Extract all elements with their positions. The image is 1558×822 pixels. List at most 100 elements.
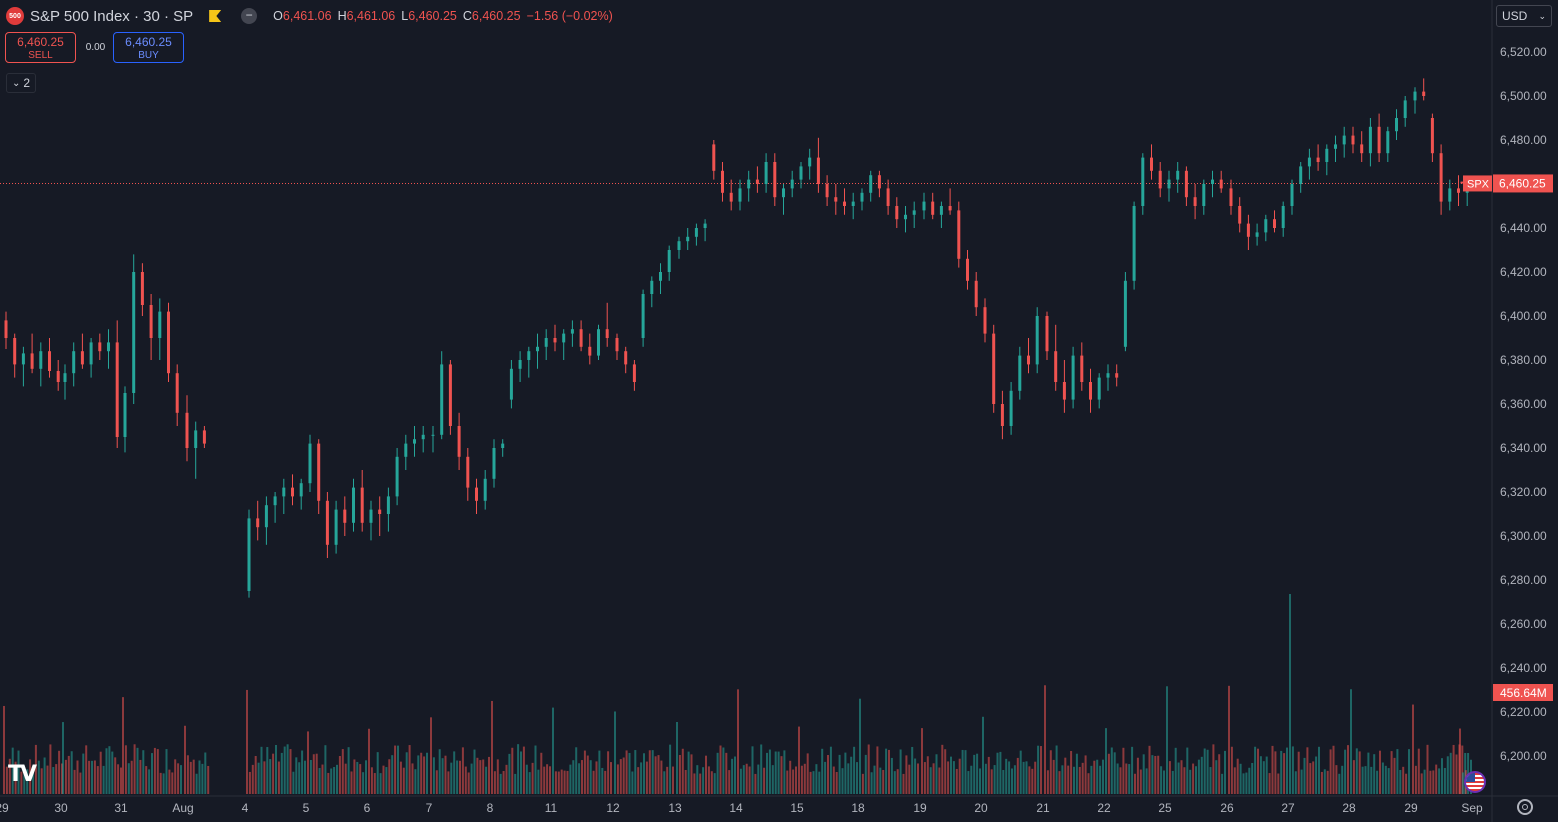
collapse-minus-icon[interactable]: − xyxy=(241,8,258,24)
volume-bar xyxy=(1197,759,1200,794)
candle-body xyxy=(308,443,312,484)
volume-bar xyxy=(921,728,923,794)
volume-bar xyxy=(502,771,505,794)
candle-body xyxy=(729,192,733,202)
candle-body xyxy=(317,443,321,501)
volume-bar xyxy=(757,764,760,794)
settings-gear-icon[interactable] xyxy=(1517,799,1533,815)
volume-bar xyxy=(1224,750,1226,794)
sell-button[interactable]: 6,460.25 SELL xyxy=(5,32,76,63)
time-tick-label: 13 xyxy=(668,801,682,815)
volume-bar xyxy=(1119,767,1122,794)
candle-body xyxy=(1264,219,1268,233)
volume-bar xyxy=(1402,766,1405,794)
candle-body xyxy=(386,496,390,514)
time-tick-label: 7 xyxy=(426,801,433,815)
tradingview-logo-icon[interactable]: TV xyxy=(8,762,37,787)
volume-bar xyxy=(432,757,435,794)
volume-bar xyxy=(162,773,165,794)
volume-bar xyxy=(467,772,470,794)
volume-bar xyxy=(266,747,269,794)
candle-body xyxy=(30,353,34,369)
volume-bar xyxy=(999,751,1002,794)
volume-bar xyxy=(327,772,330,794)
volume-bar xyxy=(604,770,607,794)
candle-body xyxy=(1106,373,1110,378)
volume-bar xyxy=(174,759,177,794)
volume-bar xyxy=(1459,728,1461,794)
candle-body xyxy=(1132,206,1136,281)
volume-bar xyxy=(130,760,133,794)
volume-bar xyxy=(315,753,318,794)
volume-bar xyxy=(783,750,786,794)
volume-bar xyxy=(307,731,309,794)
volume-bar xyxy=(572,760,575,794)
volume-bar xyxy=(1245,772,1248,794)
volume-bar xyxy=(763,767,766,794)
volume-bar xyxy=(1022,761,1025,794)
volume-bar xyxy=(473,749,476,794)
time-tick-label: 26 xyxy=(1220,801,1234,815)
volume-bar xyxy=(864,754,867,794)
candle-body xyxy=(527,351,531,360)
indicators-toggle-button[interactable]: ⌄ 2 xyxy=(6,73,36,93)
volume-bar xyxy=(725,752,728,794)
volume-bar xyxy=(950,756,952,794)
candle-body xyxy=(1395,118,1398,132)
volume-bar xyxy=(1315,756,1318,794)
volume-bar xyxy=(1426,744,1429,794)
volume-bar xyxy=(1110,747,1113,794)
volume-bar xyxy=(1028,766,1031,794)
volume-bar xyxy=(58,750,61,794)
price-tick-label: 6,400.00 xyxy=(1500,309,1547,323)
volume-bar xyxy=(420,752,423,794)
volume-bar xyxy=(1122,747,1125,794)
candle-body xyxy=(4,320,8,338)
volume-bar xyxy=(148,769,151,794)
time-tick-label: 5 xyxy=(303,801,310,815)
price-tick-label: 6,260.00 xyxy=(1500,617,1547,631)
volume-bar xyxy=(1438,768,1441,794)
candle-body xyxy=(466,456,470,488)
volume-bar xyxy=(616,764,619,794)
volume-bar xyxy=(557,771,560,794)
volume-bar xyxy=(1011,768,1013,794)
volume-bar xyxy=(1002,769,1005,794)
buy-button[interactable]: 6,460.25 BUY xyxy=(113,32,184,63)
candle-body xyxy=(1238,206,1242,224)
volume-bar xyxy=(14,761,17,794)
volume-bar xyxy=(648,750,651,794)
us-flag-icon[interactable] xyxy=(1464,771,1486,793)
symbol-title[interactable]: S&P 500 Index · 30 · SP xyxy=(30,7,194,25)
volume-bar xyxy=(1381,762,1384,794)
volume-bar xyxy=(450,762,453,794)
volume-tag xyxy=(1493,684,1553,701)
candle-body xyxy=(694,228,698,237)
candle-body xyxy=(588,346,592,356)
volume-bar xyxy=(204,752,207,794)
volume-bar xyxy=(1113,752,1116,794)
volume-bar xyxy=(1387,768,1390,794)
candle-body xyxy=(369,509,373,523)
volume-bar xyxy=(286,744,289,794)
volume-bar xyxy=(79,772,82,794)
volume-bar xyxy=(1303,757,1306,794)
candle-body xyxy=(632,364,636,382)
volume-bar xyxy=(34,744,37,794)
candle-body xyxy=(615,338,619,352)
volume-bar xyxy=(841,768,844,794)
volume-bar xyxy=(414,769,417,794)
volume-bar xyxy=(517,744,520,794)
flag-icon[interactable] xyxy=(209,10,222,22)
currency-select[interactable]: USD ⌄ xyxy=(1496,5,1552,27)
price-tick-label: 6,340.00 xyxy=(1500,441,1547,455)
volume-bar xyxy=(856,762,858,794)
volume-bar xyxy=(676,721,678,794)
volume-bar xyxy=(1417,748,1420,794)
volume-bar xyxy=(23,766,26,794)
volume-bar xyxy=(592,770,595,794)
volume-bar xyxy=(338,756,341,794)
volume-bar xyxy=(1013,765,1016,794)
candle-body xyxy=(948,206,952,211)
